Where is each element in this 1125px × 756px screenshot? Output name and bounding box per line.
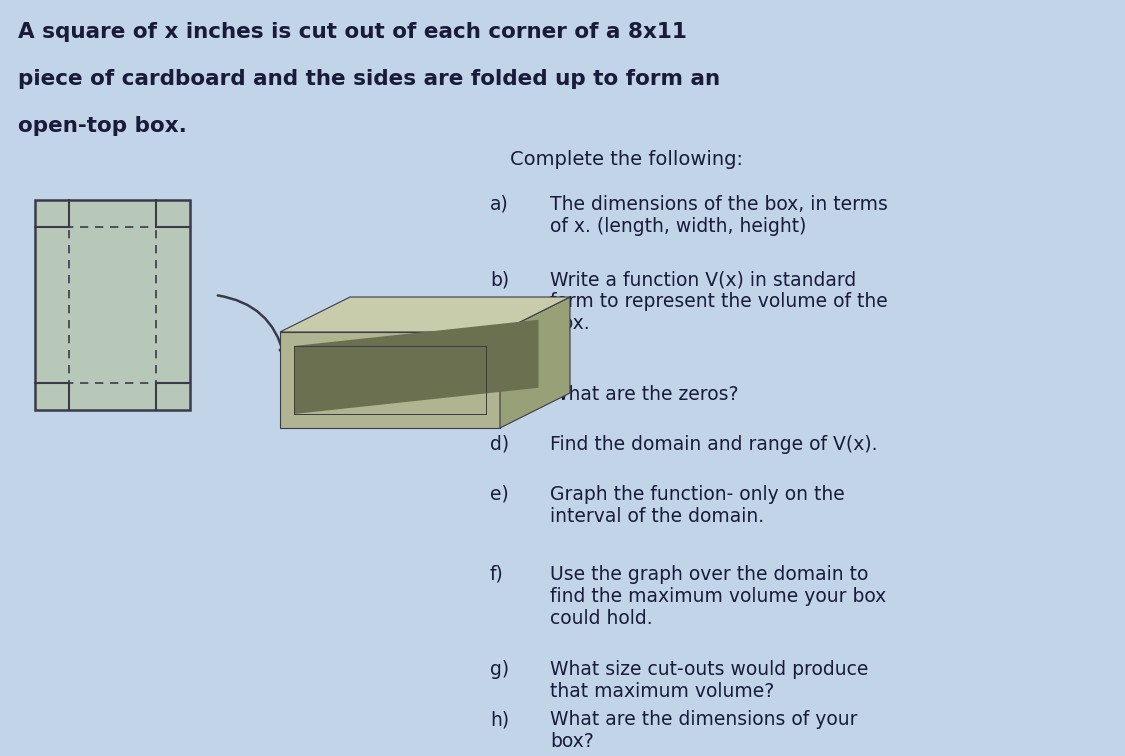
Text: Graph the function- only on the
interval of the domain.: Graph the function- only on the interval… xyxy=(550,485,845,526)
Text: e): e) xyxy=(490,485,508,504)
Text: piece of cardboard and the sides are folded up to form an: piece of cardboard and the sides are fol… xyxy=(18,69,720,89)
Text: A square of x inches is cut out of each corner of a 8x11: A square of x inches is cut out of each … xyxy=(18,22,687,42)
Text: b): b) xyxy=(490,270,510,289)
Text: Use the graph over the domain to
find the maximum volume your box
could hold.: Use the graph over the domain to find th… xyxy=(550,565,886,628)
Text: d): d) xyxy=(490,435,510,454)
Polygon shape xyxy=(294,320,539,414)
Text: Write a function V(x) in standard
form to represent the volume of the
box.: Write a function V(x) in standard form t… xyxy=(550,270,888,333)
Text: What are the zeros?: What are the zeros? xyxy=(550,385,738,404)
Text: c): c) xyxy=(490,385,507,404)
Text: What are the dimensions of your
box?: What are the dimensions of your box? xyxy=(550,710,857,751)
Polygon shape xyxy=(280,297,570,332)
Text: f): f) xyxy=(490,565,504,584)
Text: The dimensions of the box, in terms
of x. (length, width, height): The dimensions of the box, in terms of x… xyxy=(550,195,888,236)
Text: h): h) xyxy=(490,710,510,729)
Text: a): a) xyxy=(490,195,508,214)
Polygon shape xyxy=(280,332,500,428)
Text: What size cut-outs would produce
that maximum volume?: What size cut-outs would produce that ma… xyxy=(550,660,868,701)
Text: Complete the following:: Complete the following: xyxy=(510,150,742,169)
Polygon shape xyxy=(500,297,570,428)
Text: Find the domain and range of V(x).: Find the domain and range of V(x). xyxy=(550,435,878,454)
Bar xyxy=(35,200,190,410)
Text: open-top box.: open-top box. xyxy=(18,116,187,136)
Text: g): g) xyxy=(490,660,510,679)
